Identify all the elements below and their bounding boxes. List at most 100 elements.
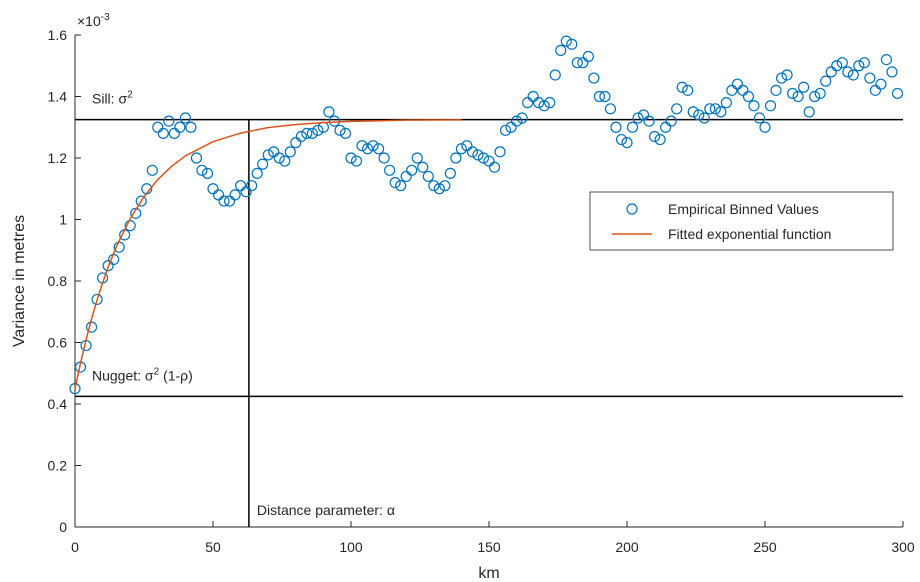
- data-point: [179, 112, 191, 124]
- data-point: [731, 78, 744, 90]
- data-point: [389, 177, 401, 189]
- data-point: [671, 103, 683, 115]
- data-point: [720, 97, 732, 109]
- data-point: [235, 180, 247, 192]
- data-point: [378, 152, 390, 164]
- data-point: [803, 106, 815, 118]
- data-point: [875, 78, 887, 90]
- data-point: [196, 164, 208, 176]
- data-point: [571, 57, 583, 69]
- data-point: [190, 152, 203, 164]
- data-point: [472, 149, 484, 161]
- y-exponent: ×10-3: [77, 12, 110, 29]
- data-point: [455, 143, 467, 155]
- data-point: [555, 44, 567, 56]
- data-point: [428, 180, 440, 192]
- x-tick-label: 300: [891, 539, 915, 555]
- data-point: [505, 121, 517, 133]
- data-point: [373, 143, 385, 155]
- y-tick-label: 1.4: [48, 89, 68, 105]
- data-point: [262, 149, 274, 161]
- data-point: [764, 100, 777, 112]
- data-point: [781, 69, 793, 81]
- data-point: [466, 146, 479, 158]
- data-point: [295, 130, 307, 143]
- data-point: [185, 121, 197, 133]
- x-tick-label: 150: [477, 539, 501, 555]
- data-point: [85, 321, 98, 333]
- data-point: [130, 207, 142, 219]
- data-point: [560, 35, 572, 47]
- data-point: [599, 90, 611, 103]
- data-point: [753, 112, 766, 124]
- data-point: [770, 84, 782, 96]
- data-point: [698, 112, 710, 124]
- data-point: [748, 100, 760, 112]
- data-point: [687, 106, 699, 118]
- data-point: [246, 180, 258, 192]
- data-point: [124, 220, 136, 232]
- fit-line: [74, 119, 462, 389]
- x-tick-label: 0: [71, 539, 79, 555]
- data-point: [257, 158, 269, 170]
- data-point: [229, 189, 241, 201]
- data-point: [494, 146, 506, 158]
- data-point: [477, 152, 490, 164]
- data-point: [450, 152, 462, 164]
- data-point: [814, 87, 826, 100]
- data-point: [273, 152, 285, 164]
- annotation-text: Sill: σ: [92, 91, 127, 107]
- data-point: [102, 260, 114, 272]
- legend-label: Fitted exponential function: [668, 226, 831, 242]
- y-tick-label: 0: [59, 519, 67, 535]
- annotation-text: Nugget: σ: [92, 367, 154, 383]
- data-point: [384, 164, 396, 176]
- data-point: [566, 38, 578, 50]
- data-point: [588, 72, 600, 84]
- data-point: [615, 133, 628, 146]
- data-point: [648, 130, 661, 143]
- data-point: [483, 155, 495, 167]
- annotation: Nugget: σ2 (1-ρ): [92, 366, 193, 383]
- data-point: [157, 127, 169, 139]
- data-point: [842, 66, 854, 78]
- data-point: [820, 75, 832, 87]
- data-point: [858, 57, 870, 69]
- data-point: [444, 167, 456, 179]
- x-tick-label: 250: [753, 539, 777, 555]
- y-tick-label: 1.2: [48, 150, 68, 166]
- data-point: [510, 115, 523, 127]
- data-point: [737, 84, 749, 96]
- data-point: [301, 127, 313, 139]
- data-point: [91, 293, 103, 306]
- exponent-base: ×10: [77, 13, 101, 29]
- data-point: [395, 180, 407, 192]
- data-point: [218, 195, 230, 207]
- annotation-suffix: (1-ρ): [159, 367, 193, 383]
- legend-label: Empirical Binned Values: [668, 201, 819, 217]
- data-point: [880, 53, 893, 66]
- data-point: [339, 127, 352, 139]
- data-point: [665, 115, 677, 127]
- x-tick-label: 200: [615, 539, 639, 555]
- data-point: [152, 121, 164, 133]
- data-point: [135, 195, 147, 207]
- data-point: [759, 121, 771, 133]
- data-point: [433, 183, 445, 195]
- y-tick-label: 0.6: [48, 335, 68, 351]
- data-point: [886, 66, 898, 78]
- y-tick-label: 1: [59, 212, 67, 228]
- data-point: [323, 106, 335, 118]
- data-point: [577, 57, 589, 69]
- data-point: [798, 81, 810, 93]
- data-point: [825, 66, 837, 78]
- data-point: [284, 146, 296, 158]
- x-tick-label: 50: [205, 539, 221, 555]
- data-point: [212, 189, 225, 201]
- data-point: [306, 127, 318, 139]
- exponent-power: -3: [101, 12, 110, 23]
- data-point: [549, 69, 561, 81]
- data-point: [682, 84, 694, 96]
- data-point: [439, 180, 451, 192]
- data-point: [345, 152, 357, 164]
